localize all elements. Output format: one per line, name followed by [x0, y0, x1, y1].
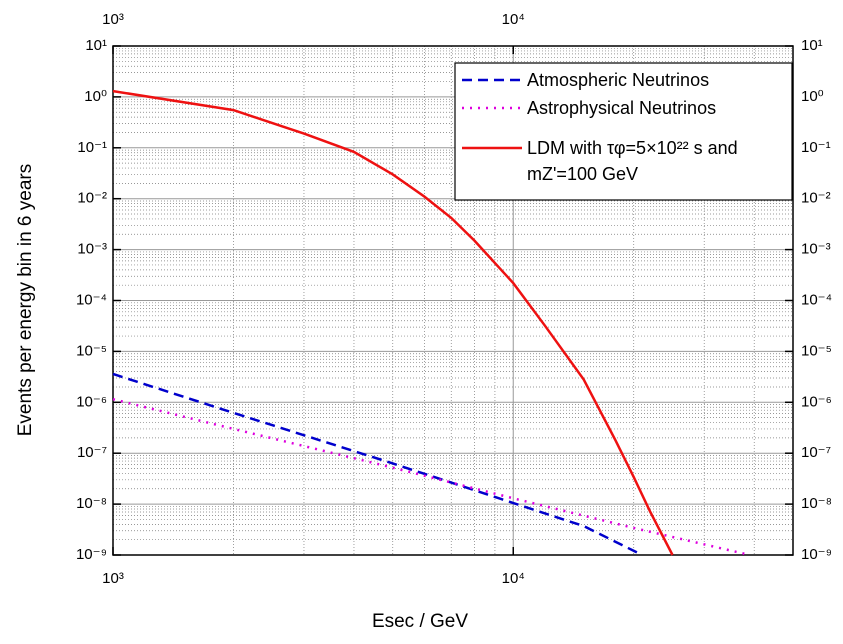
y2-tick-label: 10⁻⁵	[801, 342, 832, 359]
series-line	[112, 372, 643, 557]
y2-tick-label: 10⁻³	[801, 241, 831, 258]
y2-tick-label: 10⁰	[801, 88, 824, 105]
x-axis-label: Esec / GeV	[372, 611, 468, 632]
y-tick-label: 10⁻³	[77, 241, 107, 258]
y-tick-label: 10⁻⁵	[76, 342, 107, 359]
y2-tick-label: 10⁻⁹	[801, 546, 832, 563]
x-tick-label: 10³	[102, 570, 124, 587]
y2-tick-label: 10⁻⁶	[801, 393, 832, 410]
y-axis-label: Events per energy bin in 6 years	[15, 164, 36, 437]
x2-tick-label: 10³	[102, 11, 124, 28]
legend-box	[454, 62, 793, 201]
x2-tick-label: 10⁴	[502, 11, 525, 28]
legend-label: LDM with τφ=5×10²² s and mZ'=100 GeV	[527, 138, 738, 184]
y-tick-label: 10⁰	[84, 88, 107, 105]
y-tick-label: 10⁻⁸	[76, 495, 107, 512]
y2-tick-label: 10⁻⁴	[801, 291, 832, 308]
legend-label: Atmospheric Neutrinos	[527, 70, 710, 90]
plot-frame	[112, 45, 794, 556]
y-tick-label: 10⁻⁹	[76, 546, 107, 563]
y2-tick-label: 10⁻⁷	[801, 444, 831, 461]
y-tick-label: 10⁻⁶	[76, 393, 107, 410]
x-tick-label: 10⁴	[502, 570, 525, 587]
y-tick-label: 10⁻⁷	[77, 444, 107, 461]
y-tick-label: 10¹	[85, 37, 107, 54]
series-line	[112, 89, 674, 556]
y2-tick-label: 10⁻²	[801, 190, 831, 207]
y-tick-label: 10⁻⁴	[76, 291, 107, 308]
legend-label: Astrophysical Neutrinos	[527, 98, 717, 118]
y-tick-label: 10⁻²	[77, 190, 107, 207]
y2-tick-label: 10⁻¹	[801, 139, 831, 156]
y-tick-label: 10⁻¹	[77, 139, 107, 156]
y2-tick-label: 10¹	[801, 37, 823, 54]
y2-tick-label: 10⁻⁸	[801, 495, 832, 512]
